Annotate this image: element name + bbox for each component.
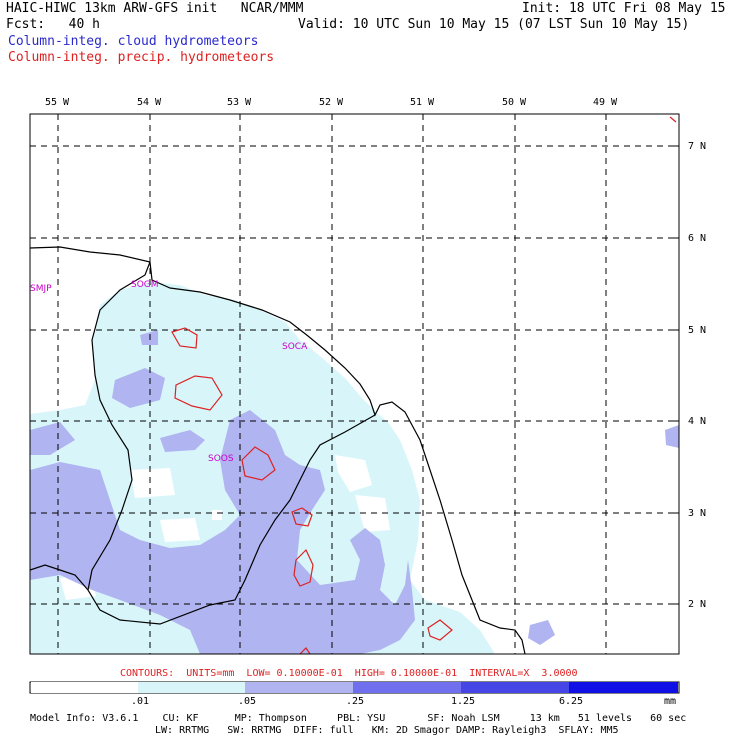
lon-label: 55 W: [45, 97, 70, 108]
lon-label: 52 W: [319, 97, 344, 108]
lat-label: 2 N: [688, 599, 707, 610]
contours-info: CONTOURS: UNITS=mm LOW= 0.10000E-01 HIGH…: [120, 668, 578, 679]
forecast-hour: Fcst: 40 h: [6, 17, 100, 32]
lat-label: 7 N: [688, 141, 707, 152]
station-label-soca: SOCA: [282, 342, 308, 352]
map-frame: [29, 113, 680, 655]
lat-label: 3 N: [688, 508, 707, 519]
colorbar-tick: 6.25: [559, 696, 584, 707]
precip-contours: [171, 116, 677, 654]
colorbar-tick: 1.25: [451, 696, 476, 707]
border-west2: [30, 564, 89, 591]
border-west: [87, 261, 376, 625]
colorbar-swatch: [245, 682, 353, 693]
lat-label: 6 N: [688, 233, 707, 244]
coastline-borders: [30, 246, 526, 654]
colorbar-swatch: [461, 682, 569, 693]
field-cloud-label: Column-integ. cloud hydrometeors: [8, 34, 259, 49]
lon-label: 54 W: [137, 97, 162, 108]
colorbar-tick: .25: [346, 696, 365, 707]
colorbar-swatch: [138, 682, 245, 693]
colorbar-swatch: [569, 682, 678, 693]
graticule: [30, 114, 679, 654]
lon-label: 49 W: [593, 97, 618, 108]
init-time: Init: 18 UTC Fri 08 May 15: [522, 1, 726, 16]
station-label-sogm: SOGM: [131, 280, 159, 290]
lat-label: 5 N: [688, 325, 707, 336]
field-precip-label: Column-integ. precip. hydrometeors: [8, 50, 275, 65]
cloud-fill-layer: [30, 282, 679, 654]
lon-label: 50 W: [502, 97, 527, 108]
lat-label: 4 N: [688, 416, 707, 427]
colorbar-swatch: [31, 682, 138, 693]
lon-label: 51 W: [410, 97, 435, 108]
station-label-smjp: SMJP: [30, 284, 52, 294]
cloud-region-medium: [30, 410, 415, 654]
lon-label: 53 W: [227, 97, 252, 108]
model-info-line2: LW: RRTMG SW: RRTMG DIFF: full KM: 2D Sm…: [155, 725, 619, 736]
valid-time: Valid: 10 UTC Sun 10 May 15 (07 LST Sun …: [298, 17, 690, 32]
colorbar-tick: .01: [131, 696, 150, 707]
station-label-soos: SOOS: [208, 454, 234, 464]
model-title: HAIC-HIWC 13km ARW-GFS init NCAR/MMM: [6, 1, 304, 16]
frame-ticks: [57, 114, 679, 605]
colorbar-tick: .05: [238, 696, 257, 707]
colorbar-unit: mm: [664, 696, 677, 707]
coastline: [30, 246, 526, 654]
model-info-line1: Model Info: V3.6.1 CU: KF MP: Thompson P…: [30, 713, 687, 724]
colorbar-swatch: [353, 682, 461, 693]
